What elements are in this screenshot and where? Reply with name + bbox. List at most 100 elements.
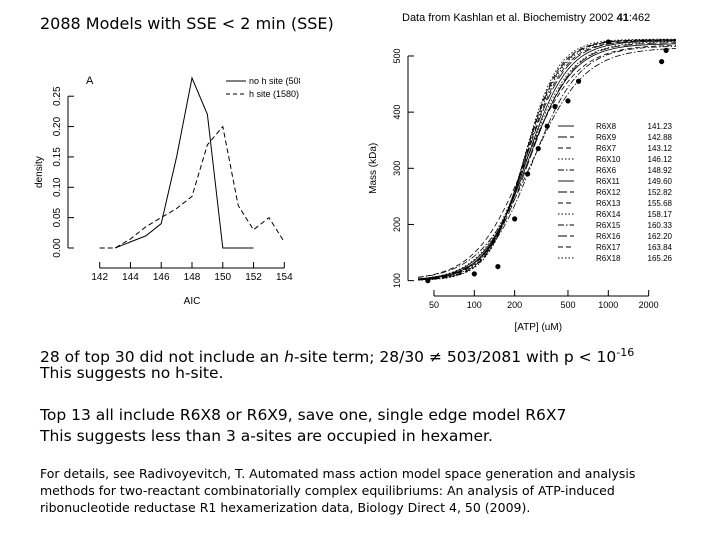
y-axis-label: Mass (kDa) (368, 143, 379, 194)
data-point (425, 278, 431, 284)
legend-aic-value: 142.88 (648, 133, 673, 142)
x-axis-label: [ATP] (uM) (514, 322, 562, 333)
legend-backdrop (554, 209, 674, 220)
data-source-citation: Data from Kashlan et al. Biochemistry 20… (402, 12, 651, 24)
legend-aic-value: 149.60 (648, 177, 673, 186)
legend-aic-value: 143.12 (648, 144, 673, 153)
data-point (544, 123, 550, 129)
y-tick-label: 400 (392, 105, 402, 120)
density-series-line (114, 76, 254, 249)
x-tick-label: 200 (507, 300, 522, 310)
legend-model-name: R6X18 (596, 254, 621, 263)
legend-model-name: R6X15 (596, 221, 621, 230)
model-fit-curve (417, 39, 676, 281)
legend-aic-value: 148.92 (648, 166, 673, 175)
legend-aic-value: 155.68 (648, 199, 673, 208)
data-point (525, 171, 531, 177)
legend-backdrop (554, 121, 674, 132)
x-tick-label: 2000 (639, 300, 659, 310)
note-asites-conclusion: This suggests less than 3 a-sites are oc… (40, 427, 493, 445)
legend-aic-value: 162.20 (648, 232, 673, 241)
data-point (565, 98, 571, 104)
legend-model-name: R6X11 (596, 177, 620, 186)
x-axis-label: AIC (184, 296, 201, 307)
data-point (535, 146, 541, 152)
legend-model-name: R6X17 (596, 243, 621, 252)
legend-label: no h site (508) (249, 76, 300, 86)
x-tick-label: 142 (91, 272, 108, 283)
x-tick-label: 144 (122, 272, 139, 283)
data-point (663, 47, 669, 53)
legend-backdrop (554, 165, 674, 176)
legend-label: h site (1580) (249, 89, 299, 99)
model-fit-curve (417, 43, 677, 280)
density-series-line (99, 125, 285, 249)
legend-aic-value: 160.33 (648, 221, 673, 230)
legend-model-name: R6X10 (596, 155, 621, 164)
y-tick-label: 0.05 (52, 207, 63, 227)
data-point (552, 103, 558, 110)
legend-model-name: R6X6 (596, 166, 617, 175)
note-asites: Top 13 all include R6X8 or R6X9, save on… (40, 406, 567, 424)
model-fit-curve (417, 44, 677, 278)
model-fit-curve (417, 38, 676, 281)
legend-backdrop (554, 154, 674, 165)
x-tick-label: 1000 (598, 300, 618, 310)
y-tick-label: 300 (392, 161, 402, 176)
data-point (605, 39, 611, 45)
legend-backdrop (554, 143, 674, 154)
legend-aic-value: 141.23 (648, 122, 673, 131)
legend-model-name: R6X7 (596, 144, 617, 153)
note-hsite: 28 of top 30 did not include an h-site t… (40, 346, 635, 367)
y-tick-label: 0.00 (52, 238, 63, 258)
y-tick-label: 200 (392, 217, 402, 232)
model-fit-curve (417, 39, 677, 281)
x-tick-label: 154 (276, 272, 293, 283)
x-tick-label: 146 (153, 272, 170, 283)
data-point (495, 263, 501, 270)
y-tick-label: 500 (392, 48, 402, 63)
legend-backdrop (554, 242, 674, 253)
model-fit-curve (417, 48, 677, 278)
model-fit-curve (417, 39, 677, 281)
note-hsite-conclusion: This suggests no h-site. (40, 364, 224, 382)
legend-model-name: R6X14 (596, 210, 621, 219)
legend-aic-value: 152.82 (648, 188, 673, 197)
legend-model-name: R6X12 (596, 188, 621, 197)
reference-citation: For details, see Radivoyevitch, T. Autom… (40, 466, 636, 515)
legend-aic-value: 163.84 (648, 243, 673, 252)
x-tick-label: 500 (560, 300, 575, 310)
mass-vs-atp-chart: 100 200 300 400 500 Mass (kDa) 50 100 200 500 1000… (368, 38, 677, 333)
y-tick-label: 0.15 (52, 147, 63, 167)
data-point (471, 271, 477, 277)
slide-title: 2088 Models with SSE < 2 min (SSE) (40, 14, 334, 33)
data-point (512, 216, 518, 222)
legend-backdrop (554, 220, 674, 231)
data-point (575, 78, 582, 84)
legend-backdrop (554, 253, 674, 264)
legend-aic-value: 158.17 (648, 210, 673, 219)
y-axis-label: density (34, 156, 45, 188)
legend-backdrop (554, 132, 674, 143)
aic-density-chart: 0.00 0.05 0.10 0.15 0.20 0.25 density 142 144 146… (34, 75, 300, 307)
legend-aic-value: 165.26 (648, 254, 673, 263)
legend-backdrop (554, 187, 674, 198)
x-tick-label: 50 (429, 300, 439, 310)
legend-backdrop (554, 198, 674, 209)
x-tick-label: 148 (184, 272, 201, 283)
y-tick-label: 0.10 (52, 177, 63, 197)
legend-model-name: R6X13 (596, 199, 621, 208)
panel-label: A (86, 75, 94, 87)
legend-backdrop (554, 176, 674, 187)
legend-model-name: R6X9 (596, 133, 617, 142)
y-tick-label: 0.25 (52, 86, 63, 106)
legend-model-name: R6X16 (596, 232, 621, 241)
y-tick-label: 0.20 (52, 116, 63, 136)
legend-aic-value: 146.12 (648, 155, 673, 164)
y-tick-label: 100 (392, 273, 402, 288)
model-fit-curve (417, 39, 676, 281)
legend-model-name: R6X8 (596, 122, 617, 131)
x-tick-label: 152 (245, 272, 262, 283)
x-tick-label: 100 (467, 300, 482, 310)
data-point (659, 58, 665, 65)
